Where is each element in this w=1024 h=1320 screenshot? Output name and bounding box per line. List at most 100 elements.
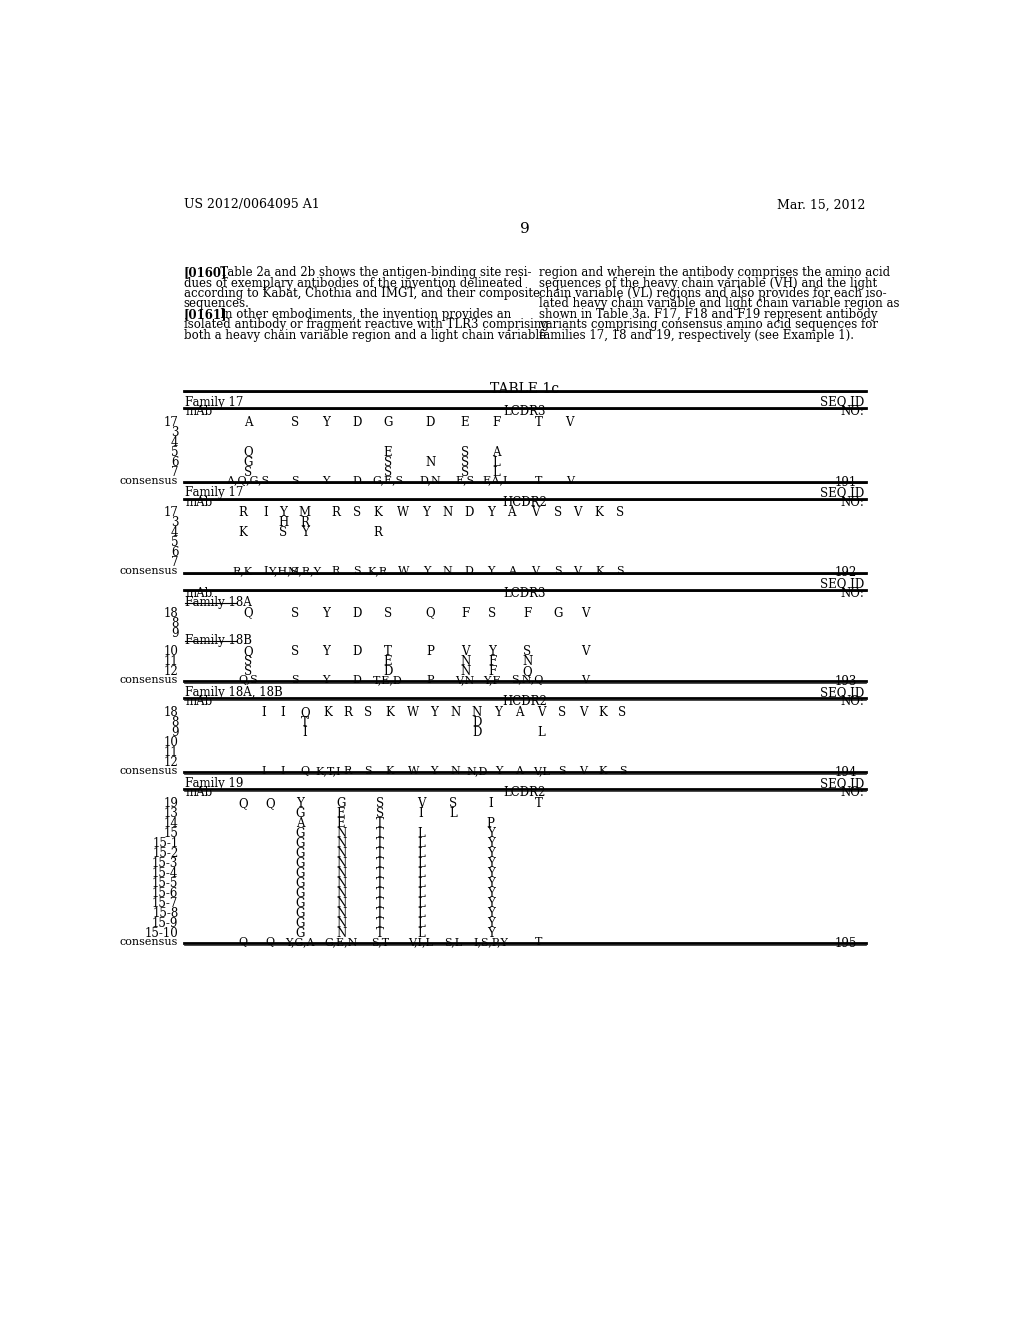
Text: N: N [336, 896, 346, 909]
Text: V: V [565, 475, 573, 486]
Text: N: N [336, 867, 346, 880]
Text: R: R [343, 706, 352, 719]
Text: Y: Y [322, 416, 330, 429]
Text: I: I [488, 797, 494, 809]
Text: T: T [376, 927, 384, 940]
Text: N: N [336, 927, 346, 940]
Text: 193: 193 [835, 675, 856, 688]
Text: Q: Q [522, 665, 531, 678]
Text: K: K [599, 706, 607, 719]
Text: G: G [295, 826, 305, 840]
Text: S: S [554, 507, 562, 520]
Text: G: G [295, 927, 305, 940]
Text: E: E [337, 807, 345, 820]
Text: D: D [426, 416, 435, 429]
Text: T: T [376, 887, 384, 900]
Text: K: K [385, 706, 394, 719]
Text: P: P [486, 817, 495, 830]
Text: D: D [472, 726, 481, 739]
Text: L: L [493, 455, 500, 469]
Text: Table 2a and 2b shows the antigen-binding site resi-: Table 2a and 2b shows the antigen-bindin… [209, 267, 531, 280]
Text: SEQ ID: SEQ ID [820, 686, 864, 698]
Text: A: A [492, 446, 501, 458]
Text: T: T [536, 475, 543, 486]
Text: 191: 191 [835, 475, 856, 488]
Text: 18: 18 [164, 706, 178, 719]
Text: N: N [336, 887, 346, 900]
Text: W: W [397, 507, 410, 520]
Text: D: D [352, 645, 361, 659]
Text: N: N [460, 655, 470, 668]
Text: N: N [336, 857, 346, 870]
Text: T: T [376, 867, 384, 880]
Text: Y: Y [423, 566, 430, 577]
Text: consensus: consensus [120, 566, 178, 577]
Text: S: S [558, 706, 566, 719]
Text: S: S [384, 466, 392, 479]
Text: I: I [264, 566, 268, 577]
Text: F,A,L: F,A,L [482, 475, 510, 486]
Text: L: L [417, 857, 425, 870]
Text: F: F [492, 416, 501, 429]
Text: HCDR2: HCDR2 [503, 496, 547, 508]
Text: 15: 15 [164, 826, 178, 840]
Text: US 2012/0064095 A1: US 2012/0064095 A1 [183, 198, 319, 211]
Text: L: L [417, 876, 425, 890]
Text: according to Kabat, Chothia and IMGT, and their composite: according to Kabat, Chothia and IMGT, an… [183, 286, 540, 300]
Text: S: S [279, 527, 287, 540]
Text: D,N: D,N [420, 475, 441, 486]
Text: T: T [376, 857, 384, 870]
Text: Y: Y [322, 645, 330, 659]
Text: S: S [291, 645, 299, 659]
Text: Y: Y [486, 847, 495, 859]
Text: 14: 14 [164, 817, 178, 830]
Text: 17: 17 [164, 507, 178, 520]
Text: Family 17: Family 17 [185, 396, 244, 409]
Text: V: V [530, 507, 539, 520]
Text: T: T [376, 837, 384, 850]
Text: N: N [336, 876, 346, 890]
Text: TABLE 1c: TABLE 1c [490, 381, 559, 396]
Text: K: K [324, 706, 333, 719]
Text: Y,H,S: Y,H,S [268, 566, 298, 577]
Text: isolated antibody or fragment reactive with TLR3 comprising: isolated antibody or fragment reactive w… [183, 318, 549, 331]
Text: V: V [530, 566, 539, 577]
Text: SEQ ID: SEQ ID [820, 487, 864, 499]
Text: T: T [535, 416, 543, 429]
Text: SEQ ID: SEQ ID [820, 577, 864, 590]
Text: K: K [386, 766, 394, 776]
Text: mAb: mAb [185, 785, 213, 799]
Text: Y: Y [486, 837, 495, 850]
Text: Y: Y [486, 887, 495, 900]
Text: D: D [472, 715, 481, 729]
Text: I: I [302, 726, 307, 739]
Text: In other embodiments, the invention provides an: In other embodiments, the invention prov… [209, 308, 512, 321]
Text: 8: 8 [171, 715, 178, 729]
Text: 11: 11 [164, 746, 178, 759]
Text: I: I [281, 766, 286, 776]
Text: HCDR2: HCDR2 [503, 696, 547, 708]
Text: LCDR3: LCDR3 [504, 405, 546, 418]
Text: S: S [291, 475, 298, 486]
Text: lated heavy chain variable and light chain variable region as: lated heavy chain variable and light cha… [539, 297, 899, 310]
Text: G: G [553, 607, 563, 619]
Text: LCDR2: LCDR2 [504, 785, 546, 799]
Text: D: D [352, 675, 361, 685]
Text: S,T: S,T [371, 937, 389, 946]
Text: NO:: NO: [841, 586, 864, 599]
Text: D: D [383, 665, 392, 678]
Text: T: T [535, 797, 543, 809]
Text: W: W [408, 766, 419, 776]
Text: N: N [460, 665, 470, 678]
Text: E: E [383, 446, 392, 458]
Text: Family 18A: Family 18A [185, 595, 252, 609]
Text: mAb: mAb [185, 696, 213, 708]
Text: T: T [376, 896, 384, 909]
Text: S: S [384, 607, 392, 619]
Text: T,E,D: T,E,D [373, 675, 402, 685]
Text: K: K [373, 507, 382, 520]
Text: V: V [581, 607, 590, 619]
Text: sequences of the heavy chain variable (VH) and the light: sequences of the heavy chain variable (V… [539, 277, 877, 289]
Text: Family 17: Family 17 [185, 487, 244, 499]
Text: 9: 9 [171, 627, 178, 640]
